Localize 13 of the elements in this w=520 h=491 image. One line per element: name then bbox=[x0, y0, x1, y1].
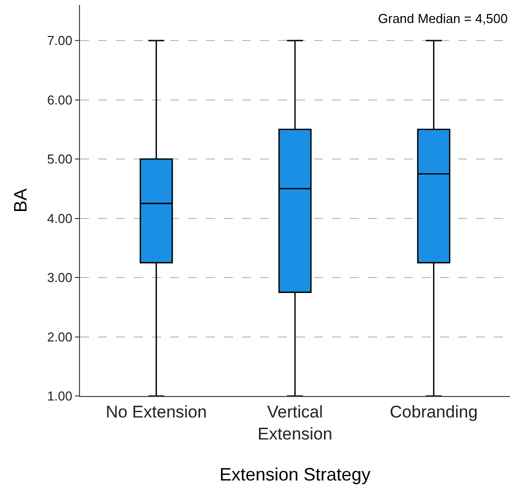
x-tick-label: Vertical Extension bbox=[258, 402, 332, 444]
y-tick-label: 7.00 bbox=[47, 33, 72, 48]
x-tick-label: No Extension bbox=[106, 402, 207, 422]
y-tick-label: 5.00 bbox=[47, 152, 72, 167]
y-tick-label: 2.00 bbox=[47, 329, 72, 344]
y-tick-label: 1.00 bbox=[47, 388, 72, 404]
annotation: Grand Median = 4,500 bbox=[378, 11, 508, 26]
y-tick-label: 4.00 bbox=[47, 210, 72, 226]
x-tick-label: Cobranding bbox=[390, 402, 478, 422]
x-axis-title: Extension Strategy bbox=[219, 464, 371, 485]
y-tick-label: 3.00 bbox=[47, 270, 72, 286]
y-axis-title: BA bbox=[10, 188, 30, 213]
y-tick-label: 6.00 bbox=[47, 92, 72, 108]
